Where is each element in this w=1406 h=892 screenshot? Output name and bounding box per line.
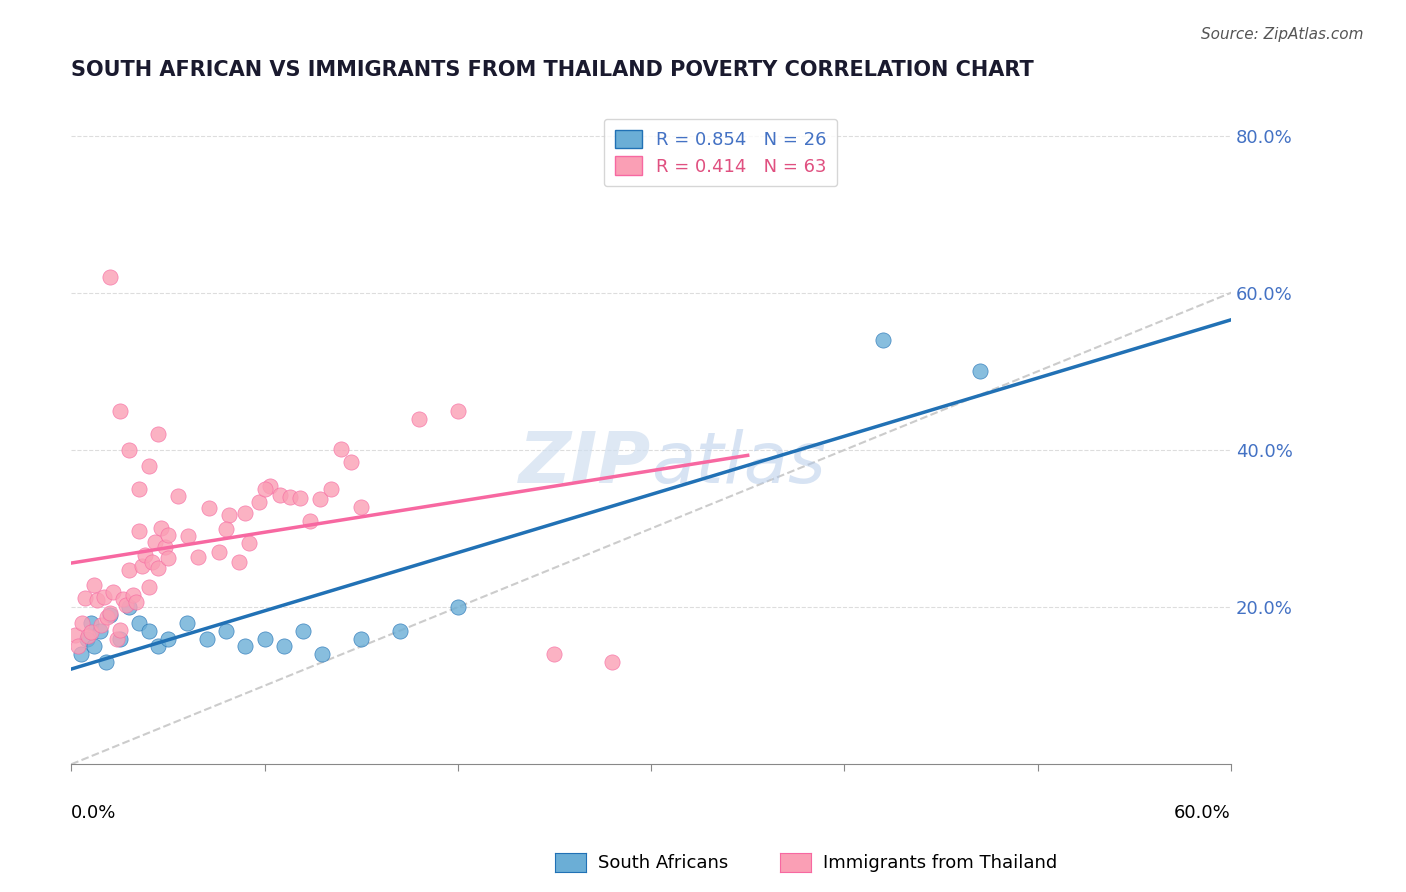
Text: 60.0%: 60.0% [1174, 805, 1230, 822]
Point [238, 535, 260, 549]
Point [177, 529, 200, 543]
Point [86, 593, 108, 607]
Point [299, 514, 322, 528]
Point [543, 647, 565, 661]
Text: South Africans: South Africans [598, 854, 728, 871]
Point [187, 549, 209, 564]
Point [309, 492, 332, 507]
Point [228, 555, 250, 569]
Point [118, 600, 141, 615]
Point [108, 403, 131, 417]
Point [969, 364, 991, 378]
Point [77, 629, 100, 643]
Point [218, 508, 240, 522]
Text: Immigrants from Thailand: Immigrants from Thailand [823, 854, 1057, 871]
Point [253, 632, 276, 646]
Point [83, 640, 105, 654]
Point [70, 647, 93, 661]
Point [340, 455, 363, 469]
Point [90, 618, 112, 632]
Point [125, 595, 148, 609]
Point [103, 585, 125, 599]
Point [350, 632, 373, 646]
Point [128, 524, 150, 538]
Point [148, 427, 170, 442]
Point [278, 491, 301, 505]
Point [138, 624, 160, 638]
Point [167, 490, 190, 504]
Point [134, 549, 156, 563]
Point [96, 609, 118, 624]
Point [148, 561, 170, 575]
Point [63, 628, 86, 642]
Point [195, 632, 218, 646]
Text: Source: ZipAtlas.com: Source: ZipAtlas.com [1201, 27, 1364, 42]
Point [156, 551, 179, 566]
Point [118, 442, 141, 457]
Point [319, 482, 342, 496]
Point [98, 270, 121, 285]
Point [176, 615, 198, 630]
Point [76, 632, 98, 646]
Point [253, 483, 276, 497]
Point [70, 615, 93, 630]
Point [128, 615, 150, 630]
Point [79, 615, 101, 630]
Point [249, 495, 271, 509]
Point [350, 500, 373, 515]
Point [67, 639, 90, 653]
Point [121, 588, 143, 602]
Point [156, 632, 179, 646]
Point [215, 624, 238, 638]
Point [115, 599, 138, 613]
Point [156, 528, 179, 542]
Point [128, 483, 150, 497]
Point [329, 442, 352, 456]
Text: ZIP: ZIP [519, 429, 651, 499]
Point [98, 607, 121, 622]
Point [447, 403, 470, 417]
Point [108, 632, 131, 646]
Point [148, 640, 170, 654]
Point [153, 540, 176, 554]
Point [138, 580, 160, 594]
Point [269, 488, 291, 502]
Point [112, 591, 135, 606]
Point [288, 491, 311, 505]
Point [311, 647, 333, 661]
Point [73, 591, 96, 606]
Point [208, 545, 231, 559]
Point [292, 624, 315, 638]
Point [118, 563, 141, 577]
Text: 0.0%: 0.0% [72, 805, 117, 822]
Point [105, 632, 128, 646]
Point [408, 411, 430, 425]
Point [197, 501, 219, 516]
Point [89, 624, 111, 638]
Point [80, 624, 103, 639]
Point [83, 578, 105, 592]
Legend: R = 0.854   N = 26, R = 0.414   N = 63: R = 0.854 N = 26, R = 0.414 N = 63 [603, 119, 838, 186]
Point [388, 624, 411, 638]
Point [215, 522, 238, 536]
Point [233, 640, 256, 654]
Point [98, 606, 121, 620]
Point [143, 535, 166, 549]
Point [138, 458, 160, 473]
Point [131, 559, 153, 574]
Point [94, 655, 117, 669]
Point [93, 590, 115, 604]
Point [108, 623, 131, 637]
Point [447, 600, 470, 615]
Point [872, 333, 894, 347]
Text: SOUTH AFRICAN VS IMMIGRANTS FROM THAILAND POVERTY CORRELATION CHART: SOUTH AFRICAN VS IMMIGRANTS FROM THAILAN… [72, 60, 1033, 79]
Point [259, 478, 281, 492]
Point [602, 655, 624, 669]
Point [273, 640, 295, 654]
Point [233, 506, 256, 520]
Point [141, 555, 163, 569]
Point [150, 521, 173, 535]
Text: atlas: atlas [651, 429, 825, 499]
